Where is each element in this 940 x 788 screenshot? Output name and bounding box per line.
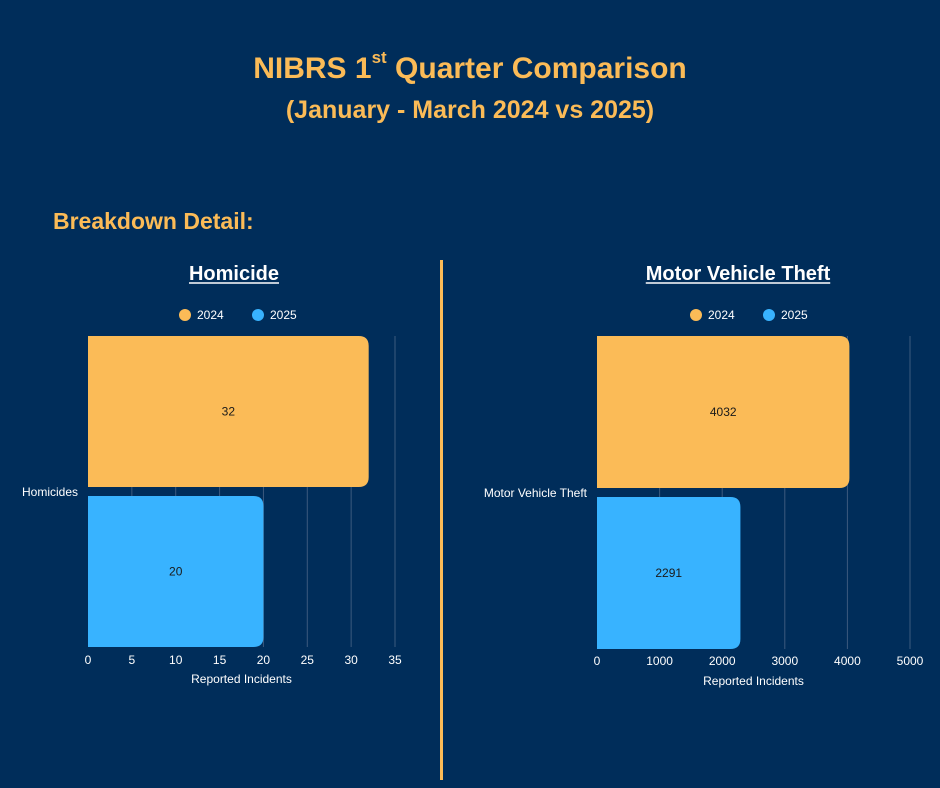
x-tick-label: 30: [344, 653, 358, 667]
section-label: Breakdown Detail:: [53, 208, 254, 234]
legend-label-2025: 2025: [270, 308, 297, 322]
legend-label-2024: 2024: [197, 308, 224, 322]
chart-divider: [440, 260, 443, 780]
x-tick-label: 5: [129, 653, 136, 667]
x-axis-label: Reported Incidents: [703, 674, 804, 688]
bar-homicide-2025: [88, 496, 264, 647]
x-tick-label: 15: [213, 653, 227, 667]
x-tick-label: 1000: [646, 654, 673, 668]
category-label: Motor Vehicle Theft: [484, 486, 588, 500]
x-tick-label: 3000: [771, 654, 798, 668]
bar-mvt-2025: [597, 497, 741, 649]
x-tick-label: 0: [85, 653, 92, 667]
legend-marker-2025: [763, 309, 775, 321]
legend-label-2025: 2025: [781, 308, 808, 322]
bar-homicide-2024: [88, 336, 369, 487]
x-tick-label: 35: [388, 653, 402, 667]
bar-mvt-2024: [597, 336, 850, 488]
legend-marker-2024: [179, 309, 191, 321]
legend-marker-2025: [252, 309, 264, 321]
bar-value-label-2024: 4032: [710, 405, 737, 419]
category-label: Homicides: [22, 485, 78, 499]
x-tick-label: 20: [257, 653, 271, 667]
x-tick-label: 5000: [897, 654, 924, 668]
page-subtitle: (January - March 2024 vs 2025): [285, 96, 655, 124]
bar-value-label-2025: 2291: [655, 566, 682, 580]
x-tick-label: 25: [301, 653, 315, 667]
chart-title-homicide: Homicide: [189, 263, 279, 285]
legend-marker-2024: [690, 309, 702, 321]
x-tick-label: 4000: [834, 654, 861, 668]
x-tick-label: 10: [169, 653, 183, 667]
bar-value-label-2024: 32: [222, 405, 236, 419]
x-tick-label: 0: [594, 654, 601, 668]
page-title: NIBRS 1st Quarter Comparison: [253, 48, 687, 85]
x-axis-label: Reported Incidents: [191, 672, 292, 686]
chart-title-mvt: Motor Vehicle Theft: [646, 263, 831, 285]
bar-value-label-2025: 20: [169, 565, 183, 579]
legend-label-2024: 2024: [708, 308, 735, 322]
x-tick-label: 2000: [709, 654, 736, 668]
